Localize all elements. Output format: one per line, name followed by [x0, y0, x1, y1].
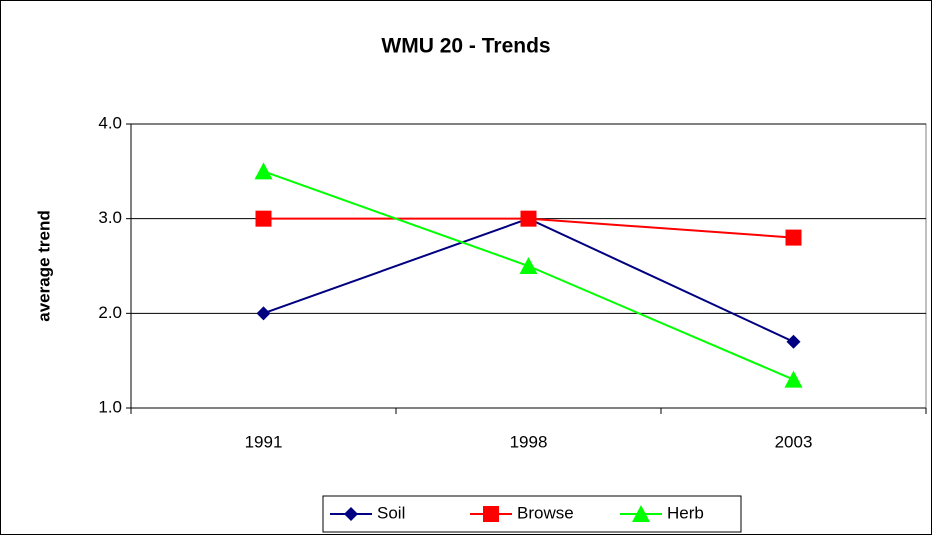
legend-label: Soil — [377, 503, 405, 522]
y-axis-label: average trend — [34, 210, 53, 322]
x-tick-label: 1991 — [245, 432, 283, 451]
data-point — [520, 210, 537, 227]
x-tick-label: 1998 — [510, 432, 548, 451]
legend-marker — [632, 505, 650, 522]
legend-marker — [344, 507, 358, 521]
data-point — [786, 334, 801, 349]
chart-title: WMU 20 - Trends — [381, 35, 550, 58]
y-tick-label: 3.0 — [98, 208, 122, 227]
x-tick-label: 2003 — [775, 432, 813, 451]
data-point — [254, 162, 273, 180]
legend-label: Herb — [667, 503, 704, 522]
legend — [322, 495, 742, 533]
data-point — [256, 306, 271, 321]
y-tick-label: 1.0 — [98, 397, 122, 416]
data-point — [255, 210, 272, 227]
data-point — [519, 257, 538, 274]
data-point — [784, 370, 803, 388]
y-tick-label: 4.0 — [98, 113, 122, 132]
legend-marker — [483, 506, 499, 522]
y-tick-label: 2.0 — [98, 303, 122, 322]
data-point — [785, 229, 802, 246]
legend-label: Browse — [517, 503, 574, 522]
